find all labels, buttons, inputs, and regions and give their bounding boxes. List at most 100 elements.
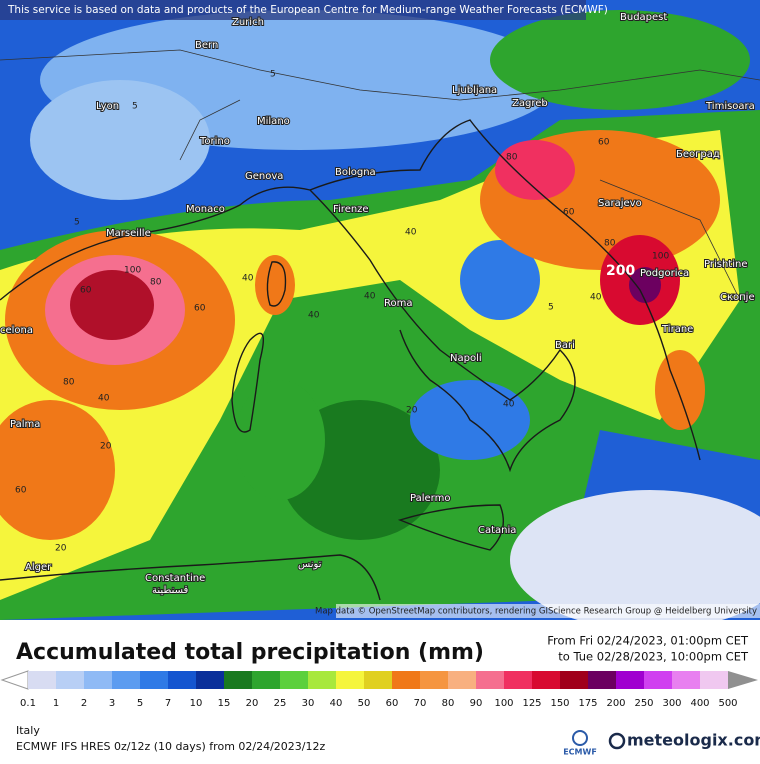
city-label: Milano [257,116,290,127]
colorbar-cell [112,671,140,689]
city-label: Roma [384,298,413,309]
colorbar-cell [84,671,112,689]
colorbar-cell [252,671,280,689]
contour-labels: 200 100 80 60 80 60 40 40 60 40 40 40 80… [15,70,669,554]
colorbar-cell [644,671,672,689]
city-label: Timisoara [705,101,755,112]
period-to: to Tue 02/28/2023, 10:00pm CET [558,650,749,664]
city-label: Monaco [186,204,225,215]
city-label: Catania [478,525,516,536]
city-label: Zurich [232,17,264,28]
colorbar-label: 60 [386,698,399,709]
border [0,49,760,301]
contour-label: 60 [15,486,27,496]
colorbar-cell [196,671,224,689]
notice: This service is based on data and produc… [7,4,608,16]
city-label: Torino [199,136,230,147]
contour-label: 5 [548,303,554,313]
city-label: Ljubljana [452,85,497,96]
coastline [0,186,576,473]
colorbar-label: 25 [274,698,287,709]
city-label: Palma [10,419,40,430]
city-label: Budapest [620,12,667,23]
notice-bg [0,0,586,20]
colorbar-cell [700,671,728,689]
city-label: Скопје [720,291,755,303]
city-label: Genova [245,171,283,182]
precip-area [495,140,575,200]
colorbar-cell [504,671,532,689]
contour-label: 60 [80,286,92,296]
contour-label: 20 [100,442,112,452]
colorbar-cell [560,671,588,689]
contour-label: 80 [506,153,518,163]
contour-label: 40 [242,274,254,284]
colorbar-label: 3 [109,698,115,709]
precip-area [490,10,750,110]
colorbar-cell [308,671,336,689]
model-info: ECMWF IFS HRES 0z/12z (10 days) from 02/… [16,740,326,753]
city-label: Tirane [661,324,693,335]
meteologix-text: meteologix.com [627,731,760,750]
colorbar-label: 50 [358,698,371,709]
contour-label: 100 [124,266,141,276]
colorbar-label: 90 [470,698,483,709]
precip-area [235,380,325,500]
colorbar-label: 30 [302,698,315,709]
city-label: Firenze [333,204,369,215]
colorbar-label: 2 [81,698,87,709]
colorbar-label: 200 [606,698,625,709]
colorbar-label: 150 [550,698,569,709]
colorbar-label: 175 [578,698,597,709]
colorbar-cell [420,671,448,689]
colorbar-label: 250 [634,698,653,709]
city-label: Zagreb [512,98,548,109]
city-label: Napoli [450,353,482,364]
ecmwf-icon [572,730,588,746]
city-label: Podgorica [640,268,689,279]
colorbar-cell [224,671,252,689]
colorbar-label: 7 [165,698,171,709]
city-label: Lyon [96,101,119,112]
colorbar-cell [364,671,392,689]
coastline [309,119,701,461]
contour-label: 40 [590,293,602,303]
contour-label: 5 [132,102,138,112]
city-label: Bern [195,40,218,51]
city-label: Marseille [106,228,151,239]
precip-area [510,490,760,630]
info-panel: Accumulated total precipitation (mm) Fro… [0,620,760,760]
colorbar-label: 0.1 [20,698,36,709]
city-label: Palermo [410,493,450,504]
colorbar-label: 40 [330,698,343,709]
contour-label: 40 [503,400,515,410]
contour-label: 200 [606,263,635,279]
period-from: From Fri 02/24/2023, 01:00pm CET [547,634,749,648]
coastline [397,504,504,551]
colorbar-cell [532,671,560,689]
colorbar-cell [28,671,56,689]
coastline [231,332,264,433]
contour-label: 5 [74,218,80,228]
colorbar-label: 15 [218,698,231,709]
contour-label: 5 [270,70,276,80]
colorbar-label: 1 [53,698,59,709]
city-label: Constantine [145,573,205,584]
colorbar-label: 70 [414,698,427,709]
colorbar-cell [616,671,644,689]
panel-bg [0,620,760,760]
precip-area [629,267,661,303]
contour-label: 80 [63,378,75,388]
colorbar-cell [448,671,476,689]
title: Accumulated total precipitation (mm) [16,640,484,665]
contour-label: 60 [194,304,206,314]
meteologix-logo: meteologix.com [608,731,760,750]
precip-area [0,400,115,540]
contour-label: 20 [55,544,67,554]
colorbar-cell [56,671,84,689]
colorbar-cell [280,671,308,689]
city-label: Београд [676,149,720,160]
precip-area [655,350,705,430]
coastline [0,554,381,601]
